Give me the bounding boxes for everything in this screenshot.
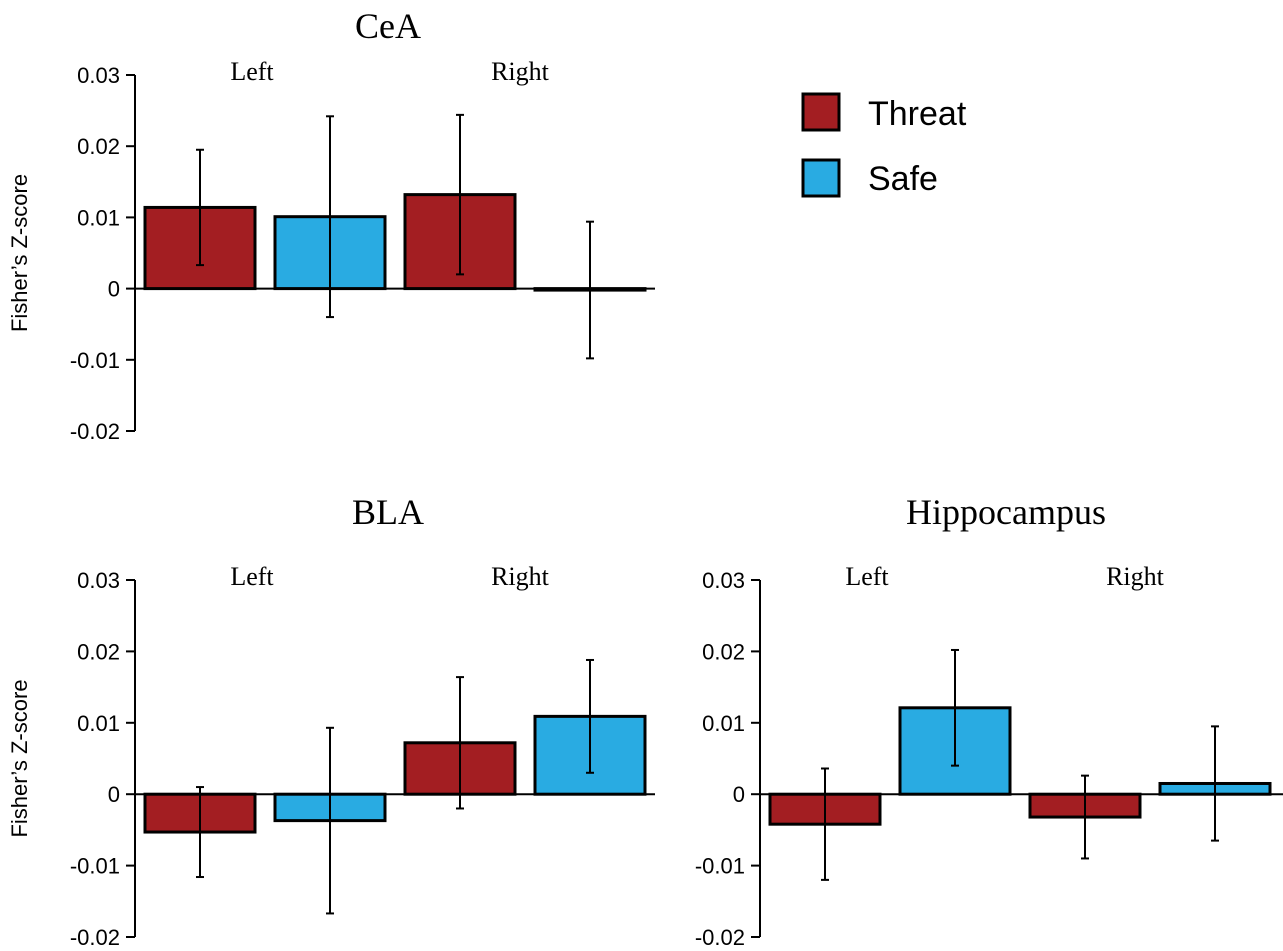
y-tick-label: -0.02 [70, 419, 120, 444]
y-tick-label: -0.02 [695, 925, 745, 950]
y-tick-label: -0.01 [70, 348, 120, 373]
chart-panel: BLA 0.03 0.02 0.01 0 -0.01 -0.02 Fisher’s Z-sco… [7, 492, 655, 950]
legend: Threat Safe [801, 92, 967, 198]
y-axis-label: Fisher’s Z-score [7, 174, 32, 332]
group-label: Left [230, 57, 274, 86]
chart-title: Hippocampus [906, 492, 1106, 532]
y-tick-label: -0.01 [70, 854, 120, 879]
y-tick-label: 0.03 [702, 568, 745, 593]
chart-panel: Hippocampus 0.03 0.02 0.01 0 -0.01 -0.02 Left Ri… [695, 492, 1283, 950]
y-axis-label: Fisher’s Z-score [7, 679, 32, 837]
chart-title: CeA [355, 6, 421, 46]
legend-label-threat: Threat [868, 95, 967, 133]
y-tick-label: 0.03 [77, 63, 120, 88]
y-tick-label: 0.01 [702, 711, 745, 736]
y-tick-label: 0.02 [702, 639, 745, 664]
y-tick-label: 0 [733, 782, 745, 807]
group-label: Left [845, 562, 889, 591]
group-label: Right [491, 57, 550, 86]
legend-label-safe: Safe [868, 160, 938, 198]
y-tick-label: 0.01 [77, 711, 120, 736]
group-label: Left [230, 562, 274, 591]
y-tick-label: 0 [108, 782, 120, 807]
chart-title: BLA [352, 492, 424, 532]
group-label: Right [1106, 562, 1165, 591]
y-tick-label: 0.03 [77, 568, 120, 593]
group-label: Right [491, 562, 550, 591]
legend-swatch-safe [801, 158, 841, 198]
chart-panel: CeA 0.03 0.02 0.01 0 -0.01 -0.02 Fisher’s Z-sco… [7, 6, 655, 444]
y-tick-label: 0.02 [77, 134, 120, 159]
y-tick-label: 0.02 [77, 639, 120, 664]
y-tick-label: -0.02 [70, 925, 120, 950]
y-tick-label: -0.01 [695, 854, 745, 879]
y-tick-label: 0 [108, 277, 120, 302]
charts-layer: CeA 0.03 0.02 0.01 0 -0.01 -0.02 Fisher’s Z-sco… [7, 6, 1283, 950]
legend-swatch-threat [801, 92, 841, 132]
y-tick-label: 0.01 [77, 205, 120, 230]
